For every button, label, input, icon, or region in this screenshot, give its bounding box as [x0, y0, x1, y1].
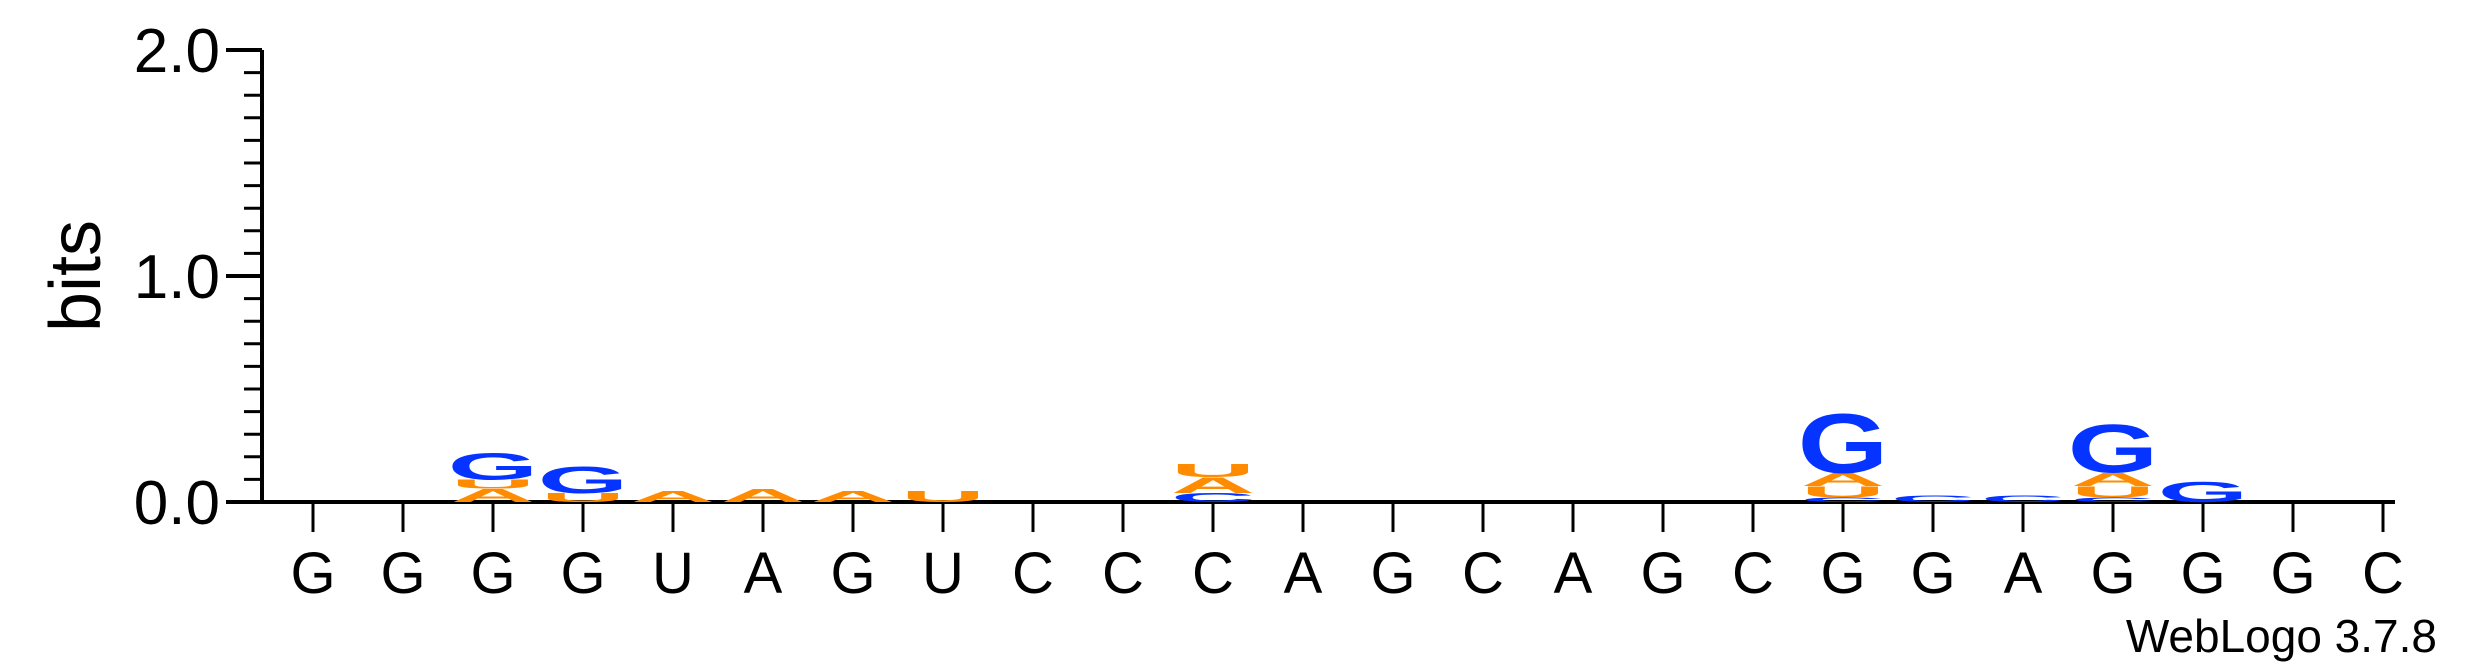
x-position-label: G — [560, 541, 605, 606]
x-position-label: G — [290, 541, 335, 606]
x-position-label: C — [1102, 541, 1144, 606]
logo-letter-a: A — [1171, 473, 1255, 498]
x-position-label: A — [744, 541, 783, 606]
logo-letter-u: U — [1171, 460, 1255, 481]
logo-letter-a: A — [721, 485, 805, 506]
logo-letter-a: A — [451, 485, 535, 506]
logo-letter-g: G — [538, 460, 629, 502]
logo-letter-u: U — [541, 491, 625, 505]
logo-letter-c: C — [2071, 496, 2155, 503]
y-axis-label: bits — [36, 220, 116, 332]
logo-letter-a: A — [1801, 469, 1885, 490]
x-position-label: G — [830, 541, 875, 606]
x-position-label: G — [2090, 541, 2135, 606]
x-position-label: G — [2270, 541, 2315, 606]
y-tick-label: 2.0 — [134, 17, 220, 86]
x-position-label: G — [470, 541, 515, 606]
logo-letter-g: G — [448, 446, 539, 488]
x-position-label: A — [1284, 541, 1323, 606]
logo-letter-a: A — [811, 488, 895, 506]
x-position-label: G — [380, 541, 425, 606]
credit-label: WebLogo 3.7.8 — [2126, 610, 2437, 662]
x-position-label: G — [1370, 541, 1415, 606]
x-position-label: G — [1820, 541, 1865, 606]
x-position-label: A — [2004, 541, 2043, 606]
x-position-label: G — [1910, 541, 1955, 606]
logo-letter-g: G — [1798, 396, 1889, 491]
y-axis-ticks: 0.0 1.0 2.0 — [134, 17, 262, 538]
logo-letter-c: C — [1801, 496, 1885, 503]
x-position-label: C — [2362, 541, 2404, 606]
logo-letter-c: C — [1981, 493, 2065, 504]
logo-letter-g: G — [2068, 411, 2159, 488]
logo-letter-u: U — [451, 477, 535, 491]
logo-letter-a: A — [2071, 469, 2155, 490]
logo-letter-u: U — [1801, 483, 1885, 501]
logo-letter-c: C — [1891, 493, 1975, 504]
x-position-label: A — [1554, 541, 1593, 606]
x-position-label: C — [1732, 541, 1774, 606]
logo-letter-u: U — [2071, 483, 2155, 501]
x-position-label: C — [1012, 541, 1054, 606]
logo-letter-a: A — [631, 488, 715, 506]
logo-letter-u: U — [901, 488, 985, 506]
x-position-label: U — [922, 541, 964, 606]
x-position-label: C — [1462, 541, 1504, 606]
x-position-label: U — [652, 541, 694, 606]
y-tick-label: 1.0 — [134, 243, 220, 312]
y-tick-label: 0.0 — [134, 469, 220, 538]
logo-letter-g: G — [2158, 476, 2249, 508]
logo-letter-c: C — [1171, 491, 1255, 505]
x-position-label: G — [1640, 541, 1685, 606]
x-position-label: C — [1192, 541, 1234, 606]
x-position-label: G — [2180, 541, 2225, 606]
